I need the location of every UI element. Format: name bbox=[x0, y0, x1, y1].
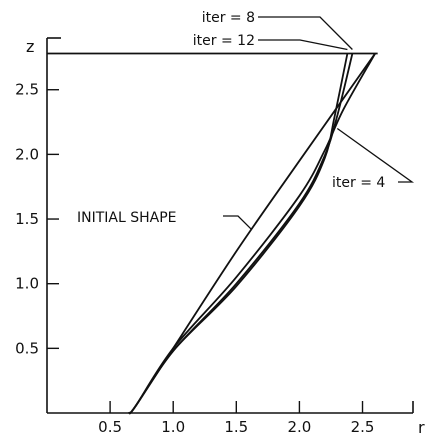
annotation-iter-4-label: iter = 4 bbox=[332, 175, 385, 191]
annotation-iter-8-label: iter = 8 bbox=[202, 10, 255, 26]
y-tick-label: 1.0 bbox=[15, 275, 39, 293]
y-tick-label: 2.0 bbox=[15, 145, 39, 163]
series bbox=[47, 52, 378, 415]
ticks: 0.5 1.0 1.5 2.0 2.5 0.5 1.0 1.5 2.0 2.5 bbox=[15, 81, 374, 436]
series-iter-12 bbox=[128, 53, 349, 415]
annotation-initial-shape-leader bbox=[223, 215, 252, 230]
x-tick-label: 0.5 bbox=[98, 418, 122, 436]
y-tick-label: 0.5 bbox=[15, 339, 39, 357]
annotation-iter-4-leader bbox=[336, 127, 415, 183]
y-axis-title: z bbox=[26, 37, 34, 56]
x-tick-label: 1.5 bbox=[224, 418, 248, 436]
x-tick-label: 2.5 bbox=[351, 418, 375, 436]
x-axis-title: r bbox=[418, 418, 425, 437]
series-iter-8 bbox=[128, 53, 354, 415]
annotation-initial-shape-label: INITIAL SHAPE bbox=[77, 210, 177, 226]
x-tick-label: 1.0 bbox=[161, 418, 185, 436]
y-tick-label: 1.5 bbox=[15, 210, 39, 228]
y-tick-label: 2.5 bbox=[15, 81, 39, 99]
annotation-iter-12-label: iter = 12 bbox=[193, 33, 255, 49]
annotations: iter = 8 iter = 12 iter = 4 INITIAL SHAPE bbox=[77, 10, 415, 230]
x-tick-label: 2.0 bbox=[287, 418, 311, 436]
annotation-iter-8-leader bbox=[258, 16, 353, 50]
axes bbox=[46, 37, 414, 414]
annotation-iter-12-leader bbox=[258, 39, 348, 51]
